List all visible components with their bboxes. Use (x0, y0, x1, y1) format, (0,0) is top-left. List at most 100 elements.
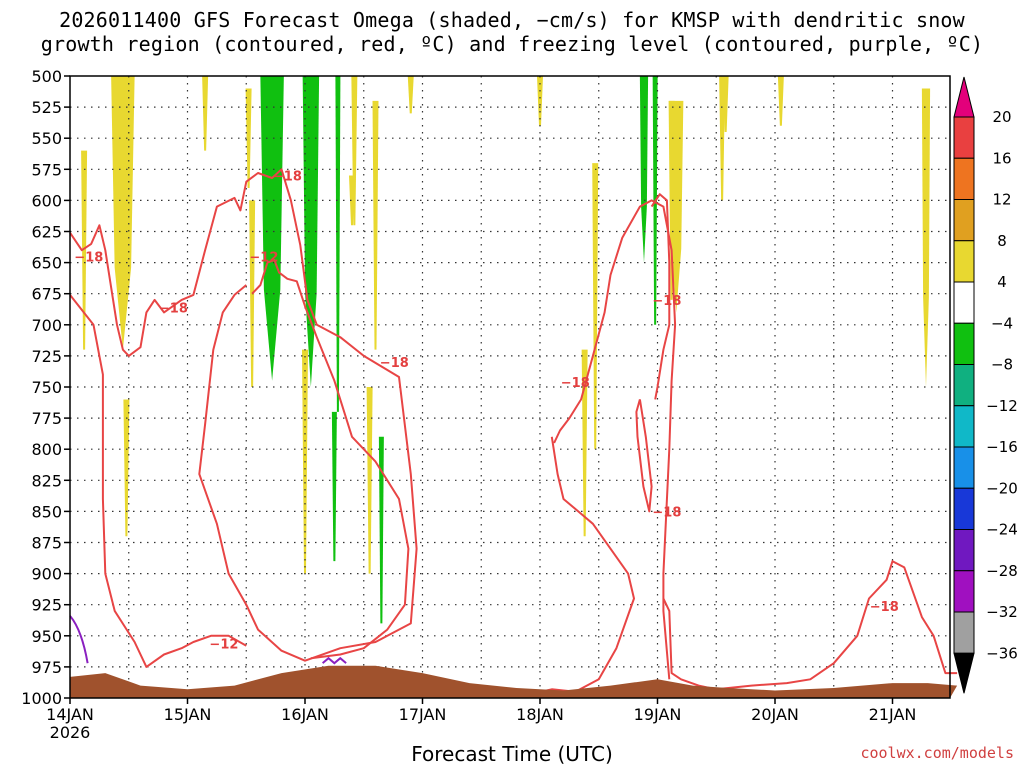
omega-streak (537, 76, 543, 126)
omega-streak (581, 349, 588, 537)
dendritic-contour (650, 193, 671, 400)
contour-label: −18 (652, 294, 681, 309)
contour-label: −12 (209, 637, 238, 652)
colorbar-swatch (953, 322, 975, 365)
terrain-area (70, 665, 958, 698)
y-tick-label: 625 (31, 223, 62, 242)
y-tick-label: 650 (31, 254, 62, 273)
dendritic-contour (251, 259, 410, 660)
colorbar-swatch (953, 157, 975, 200)
omega-streak (123, 399, 130, 537)
y-tick-label: 825 (31, 471, 62, 490)
contour-label: −18 (652, 505, 681, 520)
colorbar-swatch (953, 199, 975, 242)
y-tick-label: 900 (31, 565, 62, 584)
colorbar-label: −20 (986, 479, 1018, 497)
colorbar-label: −16 (986, 438, 1018, 456)
colorbar-swatch (953, 240, 975, 283)
y-tick-label: 575 (31, 160, 62, 179)
omega-streak (777, 76, 784, 126)
omega-streak (245, 88, 252, 188)
colorbar: 20 16 12 8 4 −4 −8 −12 −16 −20 −24 −28 −32 −36 (953, 76, 1018, 694)
omega-streak (592, 163, 599, 450)
colorbar-swatch (953, 364, 975, 407)
colorbar-label: 8 (997, 232, 1007, 250)
colorbar-label: −28 (986, 562, 1018, 580)
contour-label: −18 (159, 301, 188, 316)
dendritic-contour (635, 399, 653, 513)
omega-streak (202, 76, 209, 151)
colorbar-swatch (953, 116, 975, 159)
omega-streak (81, 150, 88, 350)
y-tick-label: 675 (31, 285, 62, 304)
omega-streak (407, 76, 414, 114)
y-tick-label: 950 (31, 627, 62, 646)
freezing-level-contour (321, 656, 347, 665)
colorbar-label: 20 (992, 108, 1011, 126)
grid-lines (70, 76, 950, 698)
omega-streak (331, 411, 337, 562)
omega-region (921, 88, 931, 387)
x-tick-label: 20JAN (751, 705, 799, 724)
chart-title: 2026011400 GFS Forecast Omega (shaded, −… (0, 8, 1024, 56)
colorbar-label: −8 (991, 356, 1013, 374)
x-tick-label: 15JAN (164, 705, 212, 724)
dendritic-contours (69, 168, 958, 693)
colorbar-label: −12 (986, 397, 1018, 415)
plot-frame (69, 75, 951, 699)
y-tick-label: 925 (31, 596, 62, 615)
dendritic-contour (539, 436, 635, 693)
colorbar-top-arrow (953, 76, 975, 118)
colorbar-swatch (953, 611, 975, 654)
contour-label: −18 (561, 376, 590, 391)
colorbar-swatch (953, 446, 975, 489)
colorbar-swatch (953, 529, 975, 572)
y-tick-label: 500 (31, 67, 62, 86)
dendritic-contour (553, 199, 677, 680)
omega-region (111, 76, 135, 350)
omega-streak (349, 175, 355, 226)
colorbar-label: 4 (997, 273, 1007, 291)
title-line-2: growth region (contoured, red, ºC) and f… (40, 32, 984, 56)
y-tick-label: 725 (31, 347, 62, 366)
colorbar-label: 12 (992, 191, 1011, 209)
omega-streak (372, 100, 379, 350)
y-tick-label: 525 (31, 98, 62, 117)
omega-streak (366, 387, 373, 574)
dendritic-contour (662, 560, 958, 691)
omega-streak (378, 436, 384, 624)
colorbar-label: −32 (986, 603, 1018, 621)
x-axis: 14JAN 15JAN 16JAN 17JAN 18JAN 19JAN 20JAN 21JAN… (46, 698, 916, 742)
x-tick-label: 19JAN (634, 705, 682, 724)
dendritic-contour (69, 294, 247, 668)
x-tick-label: 21JAN (869, 705, 917, 724)
colorbar-label: −24 (986, 521, 1018, 539)
omega-streak (668, 100, 675, 300)
y-tick-label: 775 (31, 409, 62, 428)
freezing-level-contour (69, 615, 89, 664)
contour-labels: −18 −18 −12 −12 −18 −18 −18 −18 −18 −18 (74, 170, 898, 653)
y-tick-label: 600 (31, 191, 62, 210)
colorbar-swatch (953, 487, 975, 530)
omega-region (260, 76, 284, 381)
x-tick-label: 17JAN (399, 705, 447, 724)
y-tick-label: 975 (31, 658, 62, 677)
dendritic-contour (69, 168, 418, 662)
y-tick-label: 1000 (21, 689, 62, 708)
contour-label: −18 (273, 170, 302, 185)
colorbar-label: 16 (992, 149, 1011, 167)
x-tick-label: 16JAN (281, 705, 329, 724)
colorbar-swatch (953, 281, 975, 324)
colorbar-label: −36 (986, 644, 1018, 662)
omega-region (639, 76, 649, 263)
colorbar-swatch (953, 405, 975, 448)
x-tick-label: 14JAN (46, 705, 94, 724)
y-tick-label: 875 (31, 534, 62, 553)
title-line-1: 2026011400 GFS Forecast Omega (shaded, −… (59, 8, 965, 32)
contour-label: −18 (380, 356, 409, 371)
x-tick-label: 18JAN (516, 705, 564, 724)
y-tick-label: 750 (31, 378, 62, 397)
terrain-fill (70, 665, 958, 698)
contour-label: −18 (870, 600, 899, 615)
